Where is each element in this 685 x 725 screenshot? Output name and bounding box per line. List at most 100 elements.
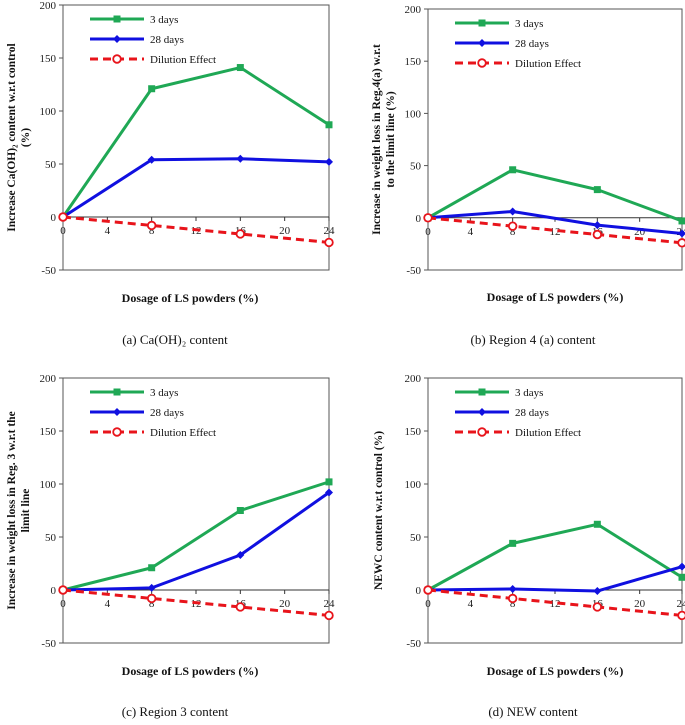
y-tick-label: 100: [405, 479, 422, 491]
legend-marker: [114, 389, 121, 396]
y-tick-label: 100: [40, 479, 57, 491]
legend-marker: [478, 59, 486, 67]
legend-label: 3 days: [515, 387, 543, 399]
x-tick-label: 0: [425, 598, 431, 610]
legend-marker: [478, 408, 486, 416]
y-tick-label: 150: [405, 56, 422, 68]
data-point: [509, 595, 517, 603]
data-point: [594, 231, 602, 239]
legend-marker: [479, 20, 486, 27]
y-tick-label: -50: [41, 265, 56, 277]
data-point: [509, 222, 517, 230]
x-tick-label: 0: [60, 598, 66, 610]
y-tick-label: 200: [405, 373, 422, 385]
legend-marker: [113, 428, 121, 436]
data-point: [424, 214, 432, 222]
x-tick-label: 0: [60, 225, 66, 237]
x-tick-label: 0: [425, 226, 431, 238]
x-axis-label: Dosage of LS powders (%): [487, 290, 624, 304]
legend-label: Dilution Effect: [515, 427, 581, 439]
y-tick-label: 100: [405, 108, 422, 120]
panel-caption: (a) Ca(OH)₂ content: [122, 332, 228, 347]
legend-marker: [479, 389, 486, 396]
x-tick-label: 20: [279, 598, 291, 610]
legend-marker: [113, 55, 121, 63]
legend-label: Dilution Effect: [515, 58, 581, 70]
data-point: [237, 64, 244, 71]
x-tick-label: 20: [279, 225, 291, 237]
legend-label: 28 days: [150, 34, 184, 46]
y-tick-label: -50: [406, 265, 421, 277]
data-point: [237, 507, 244, 514]
series-line-1: [428, 524, 682, 590]
data-point: [59, 213, 67, 221]
y-axis-label: Increase Ca(OH)₂ content w.r.t control: [6, 43, 18, 232]
y-tick-label: 200: [40, 373, 57, 385]
data-point: [594, 521, 601, 528]
data-point: [593, 587, 601, 595]
x-tick-label: 24: [324, 598, 336, 610]
data-point: [678, 563, 685, 571]
y-tick-label: 150: [40, 426, 57, 438]
panel-caption: (d) NEW content: [488, 704, 578, 719]
data-point: [237, 603, 245, 611]
x-tick-label: 4: [105, 225, 111, 237]
x-tick-label: 4: [468, 226, 474, 238]
data-point: [148, 595, 156, 603]
legend-label: 28 days: [515, 407, 549, 419]
series-line-1: [63, 68, 329, 217]
series-line-2: [63, 159, 329, 217]
y-axis-label: Increase in weight loss in Reg.4(a) w.r.…: [371, 44, 383, 235]
data-point: [148, 222, 156, 230]
y-tick-label: -50: [41, 638, 56, 650]
legend-label: Dilution Effect: [150, 54, 216, 66]
y-tick-label: 200: [40, 0, 57, 12]
legend-label: 3 days: [150, 14, 178, 26]
y-axis-label: Increase in weight loss in Reg. 3 w.r.t …: [6, 411, 18, 609]
series-line-2: [63, 492, 329, 590]
y-tick-label: 50: [410, 532, 422, 544]
legend-marker: [113, 35, 121, 43]
data-point: [325, 158, 333, 166]
legend-marker: [114, 16, 121, 23]
y-tick-label: 0: [416, 213, 422, 225]
legend-label: 3 days: [515, 18, 543, 30]
data-point: [509, 208, 517, 216]
y-tick-label: 50: [410, 161, 422, 173]
y-tick-label: 50: [45, 159, 57, 171]
data-point: [236, 155, 244, 163]
legend-marker: [478, 428, 486, 436]
y-tick-label: 50: [45, 532, 57, 544]
data-point: [509, 540, 516, 547]
data-point: [678, 239, 685, 247]
data-point: [678, 612, 685, 620]
data-point: [148, 85, 155, 92]
data-point: [424, 586, 432, 594]
y-axis-label: (%): [20, 128, 32, 147]
data-point: [326, 478, 333, 485]
y-tick-label: 0: [51, 585, 57, 597]
x-tick-label: 24: [677, 598, 685, 610]
series-line-1: [63, 482, 329, 590]
data-point: [325, 612, 333, 620]
legend-marker: [113, 408, 121, 416]
y-tick-label: 0: [51, 212, 57, 224]
panel-caption: (b) Region 4 (a) content: [471, 332, 596, 347]
x-axis-label: Dosage of LS powders (%): [487, 664, 624, 678]
legend-label: 28 days: [150, 407, 184, 419]
legend-label: 3 days: [150, 387, 178, 399]
data-point: [509, 585, 517, 593]
legend-label: 28 days: [515, 38, 549, 50]
x-axis-label: Dosage of LS powders (%): [122, 291, 259, 305]
legend-label: Dilution Effect: [150, 427, 216, 439]
y-tick-label: 0: [416, 585, 422, 597]
data-point: [59, 586, 67, 594]
panel-caption: (c) Region 3 content: [122, 704, 229, 719]
legend-marker: [478, 39, 486, 47]
data-point: [237, 230, 245, 238]
